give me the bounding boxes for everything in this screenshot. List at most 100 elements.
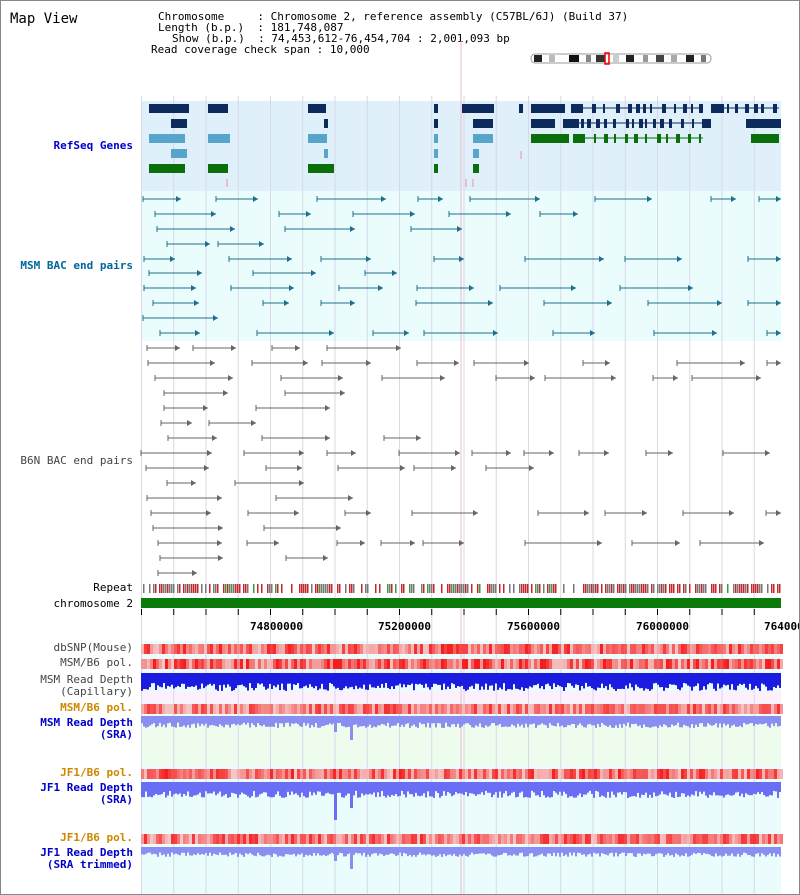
polymorphism-cell [528,644,531,654]
gene-exon [650,104,652,113]
polymorphism-cell [768,769,771,779]
polymorphism-cell [150,769,153,779]
read-depth-bar [497,847,499,856]
gene-exon [692,119,694,128]
read-depth-bar [209,847,211,853]
read-depth-bar [373,716,375,727]
read-depth-bar [185,847,187,856]
repeat-mark [761,584,763,593]
polymorphism-cell [627,659,630,669]
polymorphism-cell [189,834,192,844]
gene-exon [531,104,565,113]
read-depth-bar [507,673,509,690]
read-depth-bar [585,847,587,857]
polymorphism-cell [351,769,354,779]
polymorphism-cell [732,769,735,779]
bac-end-right [338,375,343,381]
polymorphism-cell [708,659,711,669]
read-depth-bar [773,673,775,687]
repeat-mark [161,584,163,593]
polymorphism-cell [474,644,477,654]
read-depth-bar [575,782,577,798]
read-depth-bar [687,782,689,796]
gene-exon [657,134,661,143]
polymorphism-cell [594,659,597,669]
read-depth-bar [621,847,623,853]
bac-end-right [571,285,576,291]
read-depth-bar [309,716,311,728]
polymorphism-cell [255,834,258,844]
read-depth-bar [505,847,507,853]
read-depth-bar [309,782,311,792]
read-depth-bar [497,673,499,690]
polymorphism-cell [597,644,600,654]
read-depth-bar [325,782,327,794]
read-depth-bar [165,782,167,798]
polymorphism-cell [195,659,198,669]
read-depth-bar [487,673,489,690]
read-depth-bar [193,673,195,687]
read-depth-bar [167,847,169,854]
read-depth-bar [203,716,205,726]
read-depth-bar [595,673,597,691]
read-depth-bar [543,847,545,856]
polymorphism-cell [657,644,660,654]
read-depth-bar [395,782,397,795]
polymorphism-cell [696,659,699,669]
polymorphism-cell [180,769,183,779]
repeat-mark [619,584,621,593]
read-depth-bar [627,782,629,798]
repeat-mark [547,584,549,593]
read-depth-bar [685,847,687,854]
read-depth-bar [745,716,747,725]
read-depth-bar [685,673,687,684]
read-depth-bar [369,847,371,857]
polymorphism-cell [759,644,762,654]
read-depth-bar [241,716,243,725]
refseq-track-label[interactable]: RefSeq Genes [53,139,133,152]
read-depth-bar [283,847,285,857]
read-depth-bar [511,847,513,856]
read-depth-bar [147,716,149,728]
read-depth-bar [703,716,705,727]
read-depth-bar [667,782,669,796]
read-depth-bar [673,673,675,685]
read-depth-bar [621,673,623,689]
read-depth-bar [295,782,297,794]
bac-end-right [223,390,228,396]
polymorphism-cell [420,769,423,779]
read-depth-bar [649,716,651,728]
b6n-bac-track-label[interactable]: B6N BAC end pairs [20,454,133,467]
read-depth-bar [215,782,217,796]
polymorphism-cell [651,704,654,714]
polymorphism-cell [447,659,450,669]
msm-b6-pol-track-label: MSM/B6 pol. [60,656,133,669]
bac-end-right [404,330,409,336]
polymorphism-cell [522,834,525,844]
msm-bac-track-label[interactable]: MSM BAC end pairs [20,259,133,272]
read-depth-bar [581,716,583,726]
gene-exon [573,134,585,143]
polymorphism-cell [411,834,414,844]
repeat-mark [741,584,743,593]
read-depth-bar [599,782,601,798]
polymorphism-cell [765,704,768,714]
polymorphism-cell [360,834,363,844]
read-depth-bar [647,782,649,798]
polymorphism-cell [294,769,297,779]
read-depth-bar [379,847,381,854]
read-depth-bar [455,673,457,688]
polymorphism-cell [633,769,636,779]
polymorphism-cell [621,644,624,654]
polymorphism-cell [459,769,462,779]
polymorphism-cell [153,704,156,714]
polymorphism-cell [390,834,393,844]
polymorphism-cell [267,644,270,654]
gene-exon [308,104,326,113]
bac-end-right [647,196,652,202]
read-depth-bar [519,716,521,727]
polymorphism-cell [261,704,264,714]
read-depth-bar [723,847,725,856]
read-depth-bar [507,782,509,797]
polymorphism-cell [765,834,768,844]
